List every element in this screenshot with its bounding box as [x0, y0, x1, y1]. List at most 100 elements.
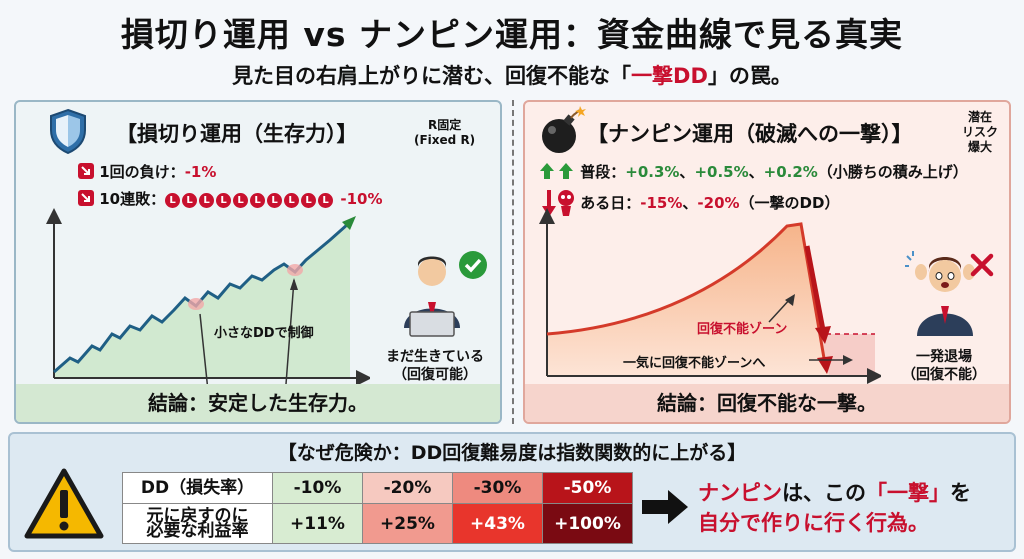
ten-losses-value: -10% [340, 190, 383, 208]
required-header-line2: 必要な利益率 [146, 520, 249, 541]
zone-pointer-head [785, 294, 795, 306]
cross-icon [970, 253, 994, 277]
loss-badge: L [318, 193, 334, 208]
fixed-r-tag-line2: (Fixed R) [414, 133, 476, 147]
fixed-r-tag: R固定 (Fixed R) [414, 118, 475, 148]
fixed-r-tag-line1: R固定 [427, 118, 462, 132]
small-dd-marker [287, 264, 303, 276]
small-dd-marker [188, 298, 204, 310]
loss-badge: L [301, 193, 317, 208]
right-stat-normal: 普段：+0.3%、+0.5%、+0.2%（小勝ちの積み上げ） [539, 161, 968, 182]
required-cell: +43% [452, 503, 543, 544]
dd-pointer [199, 313, 209, 386]
bottom-title: 【なぜ危険か：DD回復難易度は指数関数的に上がる】 [277, 442, 747, 464]
left-panel-title: 【損切り運用（生存力）】 [116, 122, 358, 146]
right-stat-one-day: ある日：-15%、-20%（一撃のDD） [539, 188, 839, 218]
dd-recovery-table: DD（損失率） -10% -20% -30% -50% 元に戻すのに 必要な利益率… [122, 472, 633, 544]
down-arrow-icon [78, 190, 94, 206]
shield-icon [50, 108, 86, 154]
right-equity-line [546, 222, 827, 365]
right-panel-title: 【ナンピン運用（破滅への一撃）】 [587, 122, 913, 146]
person-laptop-icon [404, 256, 460, 337]
dd-pointer-head [290, 278, 298, 290]
one-day-value-2: -20% [697, 194, 740, 212]
right-panel: 【ナンピン運用（破滅への一撃）】 潜在 リスク 爆大 普段：+0.3%、+0.5%、… [523, 100, 1011, 424]
dd-cell: -30% [452, 472, 543, 504]
dd-pointer [285, 279, 295, 386]
bomb-icon [542, 106, 586, 153]
left-caption: まだ生きている （回復可能） [360, 348, 500, 384]
unrecoverable-zone-label: 回復不能ゾーン [697, 322, 788, 337]
right-arrow-icon [642, 490, 688, 524]
bottom-message: ナンピンは、この「一撃」を 自分で作りに行く行為。 [698, 478, 971, 538]
up-arrows-icon [540, 163, 573, 179]
latent-risk-tag-line1: 潜在 [968, 110, 993, 124]
dd-row-header: DD（損失率） [122, 472, 273, 504]
right-caption-line1: 一発退場 [916, 349, 972, 365]
one-day-note: （一撃のDD） [739, 194, 840, 212]
latent-risk-tag: 潜在 リスク 爆大 [962, 110, 998, 155]
zone-arrow-head [843, 355, 853, 365]
header: 損切り運用 vs ナンピン運用：資金曲線で見る真実 見た目の右肩上がりに潜む、回… [0, 0, 1024, 96]
right-equity-chart [539, 208, 881, 384]
loss-badge: L [233, 193, 249, 208]
normal-value-1: +0.3% [625, 163, 680, 181]
left-caption-line2: （回復可能） [393, 367, 477, 383]
panel-divider [512, 100, 514, 424]
msg-ichigeki: 「一撃」 [866, 481, 950, 505]
left-equity-chart [46, 208, 370, 386]
required-cell: +25% [362, 503, 453, 544]
crash-arrow-head [815, 326, 831, 344]
loss-badge: L [199, 193, 215, 208]
bottom-section: 【なぜ危険か：DD回復難易度は指数関数的に上がる】 DD（損失率） -10% -… [8, 432, 1016, 552]
page-subtitle: 見た目の右肩上がりに潜む、回復不能な「一撃DD」の罠。 [0, 60, 1024, 90]
single-loss-value: -1% [184, 163, 217, 181]
left-curve-arrowhead [342, 216, 356, 230]
subtitle-emphasis: 一撃DD [631, 64, 708, 88]
check-icon [459, 251, 487, 279]
latent-risk-tag-line3: 爆大 [968, 140, 993, 154]
bottom-message-line1: ナンピンは、この「一撃」を [698, 478, 971, 508]
right-caption: 一発退場 （回復不能） [879, 348, 1009, 384]
loss-badge: L [165, 193, 181, 208]
msg-part-d: を [950, 481, 971, 505]
dd-cell: -50% [542, 472, 633, 504]
zone-arrow-label: 一気に回復不能ゾーンへ [623, 356, 766, 371]
ten-losses-label: 10連敗： [99, 190, 166, 208]
left-caption-line1: まだ生きている [386, 349, 484, 365]
latent-risk-tag-line2: リスク [962, 125, 999, 139]
page-title: 損切り運用 vs ナンピン運用：資金曲線で見る真実 [120, 15, 904, 54]
normal-note: （小勝ちの積み上げ） [817, 163, 968, 181]
loss-badge: L [267, 193, 283, 208]
right-caption-line2: （回復不能） [902, 367, 986, 383]
normal-sep-2: 、 [748, 163, 764, 181]
subtitle-post: 」の罠。 [707, 64, 792, 88]
one-day-value-1: -15% [640, 194, 683, 212]
msg-part-b: は、この [782, 481, 866, 505]
required-row: 元に戻すのに 必要な利益率 +11% +25% +43% +100% [122, 503, 633, 544]
normal-label: 普段： [580, 163, 626, 181]
left-stat-single-loss: 1回の負け：-1% [78, 161, 216, 182]
panicked-person-icon [905, 251, 975, 336]
normal-value-2: +0.5% [694, 163, 749, 181]
subtitle-pre: 見た目の右肩上がりに潜む、回復不能な「 [232, 64, 632, 88]
dd-cell: -20% [362, 472, 453, 504]
loss-badge: L [216, 193, 232, 208]
dd-row: DD（損失率） -10% -20% -30% -50% [122, 472, 633, 504]
left-stat-ten-losses: 10連敗： L L L L L L L L L L -10% [78, 188, 382, 209]
required-row-header: 元に戻すのに 必要な利益率 [122, 503, 273, 544]
down-arrow-icon [78, 163, 94, 179]
left-conclusion: 結論：安定した生存力。 [16, 384, 500, 422]
small-dd-label: 小さなDDで制御 [214, 326, 314, 341]
required-cell: +11% [272, 503, 363, 544]
warning-icon [24, 468, 104, 539]
one-day-label: ある日： [580, 194, 641, 212]
normal-value-3: +0.2% [763, 163, 818, 181]
zone-pointer [768, 297, 792, 323]
required-cell: +100% [542, 503, 633, 544]
bottom-message-line2: 自分で作りに行く行為。 [698, 511, 929, 535]
right-curve-fill [547, 224, 829, 376]
dd-cell: -10% [272, 472, 363, 504]
msg-nanpin: ナンピン [698, 481, 782, 505]
